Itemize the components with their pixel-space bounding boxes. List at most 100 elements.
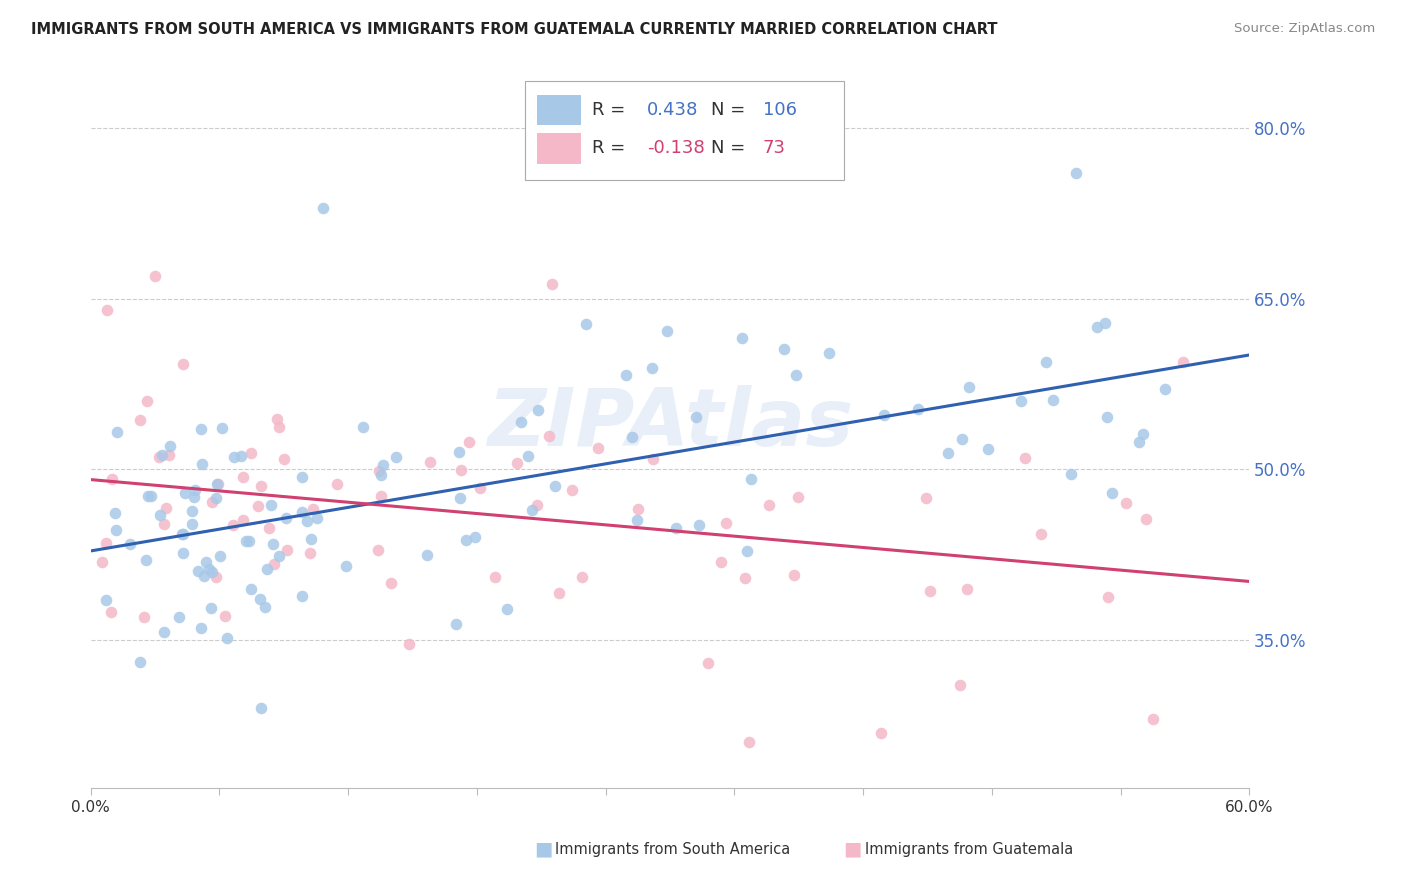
Point <box>94 593 117 607</box>
Point <box>352 419 374 434</box>
Point <box>222 450 245 464</box>
Point <box>263 558 285 572</box>
Point <box>263 537 285 551</box>
Text: -0.138: -0.138 <box>647 139 704 157</box>
Point <box>541 277 564 292</box>
Point <box>520 502 543 516</box>
Point <box>949 678 972 692</box>
Point <box>173 485 195 500</box>
Bar <box>537 133 581 164</box>
Point <box>398 637 420 651</box>
Point <box>214 608 236 623</box>
Point <box>266 412 288 426</box>
Point <box>920 583 942 598</box>
Point <box>464 530 486 544</box>
Point <box>665 521 688 535</box>
Point <box>136 489 159 503</box>
Point <box>714 516 737 530</box>
Text: ■: ■ <box>844 839 862 859</box>
Text: N =: N = <box>710 101 751 119</box>
Point <box>222 517 245 532</box>
Point <box>167 610 190 624</box>
Point <box>758 498 780 512</box>
FancyBboxPatch shape <box>524 81 844 180</box>
Point <box>190 622 212 636</box>
Point <box>450 462 472 476</box>
Point <box>94 536 117 550</box>
Point <box>368 464 391 478</box>
Point <box>257 520 280 534</box>
Point <box>211 420 233 434</box>
Point <box>740 472 762 486</box>
Point <box>914 491 936 505</box>
Point <box>527 402 550 417</box>
Point <box>136 393 159 408</box>
Point <box>201 494 224 508</box>
Point <box>1115 496 1137 510</box>
Point <box>367 543 389 558</box>
Text: 73: 73 <box>762 139 786 157</box>
Point <box>267 549 290 563</box>
Point <box>291 589 314 603</box>
Text: Source: ZipAtlas.com: Source: ZipAtlas.com <box>1234 22 1375 36</box>
Point <box>370 468 392 483</box>
Point <box>510 415 533 429</box>
Point <box>205 491 228 505</box>
Point <box>150 448 173 462</box>
Point <box>419 455 441 469</box>
Point <box>235 533 257 548</box>
Point <box>205 477 228 491</box>
Point <box>907 402 929 417</box>
Point <box>249 478 271 492</box>
Point <box>495 602 517 616</box>
Point <box>101 472 124 486</box>
Point <box>537 429 560 443</box>
Point <box>586 442 609 456</box>
Point <box>172 357 194 371</box>
Point <box>159 440 181 454</box>
Point <box>614 368 637 382</box>
Point <box>470 481 492 495</box>
Point <box>129 655 152 669</box>
Point <box>870 726 893 740</box>
Point <box>187 564 209 578</box>
Point <box>249 592 271 607</box>
Text: Immigrants from Guatemala: Immigrants from Guatemala <box>865 842 1073 856</box>
Point <box>240 582 263 596</box>
Point <box>105 425 128 439</box>
Point <box>129 412 152 426</box>
Point <box>91 555 114 569</box>
Point <box>444 616 467 631</box>
Point <box>170 527 193 541</box>
Point <box>1094 317 1116 331</box>
Point <box>256 562 278 576</box>
Point <box>506 456 529 470</box>
Text: N =: N = <box>710 139 751 157</box>
Point <box>734 571 756 585</box>
Point <box>118 537 141 551</box>
Point <box>456 533 478 548</box>
Point <box>458 435 481 450</box>
Point <box>385 450 408 464</box>
Point <box>955 582 977 596</box>
Point <box>977 442 1000 456</box>
Point <box>232 469 254 483</box>
Point <box>626 513 648 527</box>
Point <box>1101 485 1123 500</box>
Text: IMMIGRANTS FROM SOUTH AMERICA VS IMMIGRANTS FROM GUATEMALA CURRENTLY MARRIED COR: IMMIGRANTS FROM SOUTH AMERICA VS IMMIGRA… <box>31 22 997 37</box>
Text: ZIPAtlas: ZIPAtlas <box>486 384 853 463</box>
Text: R =: R = <box>592 101 631 119</box>
Text: Immigrants from South America: Immigrants from South America <box>555 842 790 856</box>
Point <box>157 448 180 462</box>
Point <box>335 559 357 574</box>
Point <box>253 599 276 614</box>
Point <box>370 490 392 504</box>
Point <box>1135 511 1157 525</box>
Point <box>1035 355 1057 369</box>
Point <box>307 510 329 524</box>
Point <box>207 477 229 491</box>
Point <box>231 449 253 463</box>
Point <box>484 570 506 584</box>
Point <box>132 609 155 624</box>
Point <box>105 523 128 537</box>
